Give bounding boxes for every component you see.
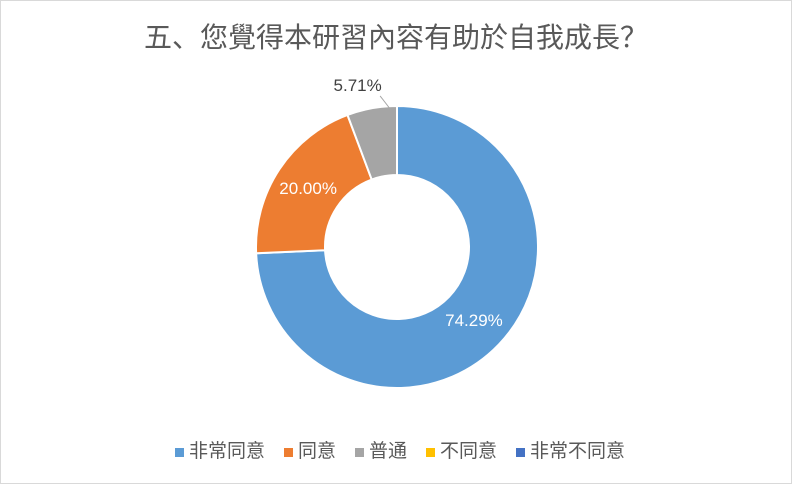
data-label-neutral: 5.71%: [334, 76, 382, 95]
leader-line-neutral: [379, 95, 392, 111]
legend-marker-agree: [283, 447, 293, 457]
legend-label-strongly-agree: 非常同意: [188, 441, 265, 462]
legend-label-disagree: 不同意: [440, 441, 498, 462]
legend-marker-neutral: [354, 447, 364, 457]
data-label-agree: 20.00%: [279, 179, 337, 198]
legend: 非常同意 同意 普通 不同意 非常不同意: [1, 440, 791, 464]
legend-marker-strongly-agree: [174, 447, 184, 457]
legend-item-agree: 同意: [283, 440, 336, 464]
legend-label-strongly-disagree: 非常不同意: [530, 441, 626, 462]
legend-item-strongly-agree: 非常同意: [174, 440, 265, 464]
chart-title: 五、您覺得本研習內容有助於自我成長？: [143, 22, 648, 53]
data-labels: 74.29% 20.00% 5.71%: [279, 76, 503, 330]
data-label-strongly-agree: 74.29%: [445, 311, 503, 330]
donut-slices: [255, 104, 539, 389]
legend-marker-disagree: [426, 447, 435, 457]
legend-item-disagree: 不同意: [426, 440, 497, 464]
legend-label-agree: 同意: [297, 441, 336, 462]
legend-item-strongly-disagree: 非常不同意: [516, 440, 625, 464]
legend-item-neutral: 普通: [354, 440, 407, 464]
slice-strongly-agree: [255, 104, 539, 389]
slice-agree: [255, 113, 374, 255]
legend-marker-strongly-disagree: [516, 447, 526, 457]
legend-label-neutral: 普通: [368, 441, 407, 462]
